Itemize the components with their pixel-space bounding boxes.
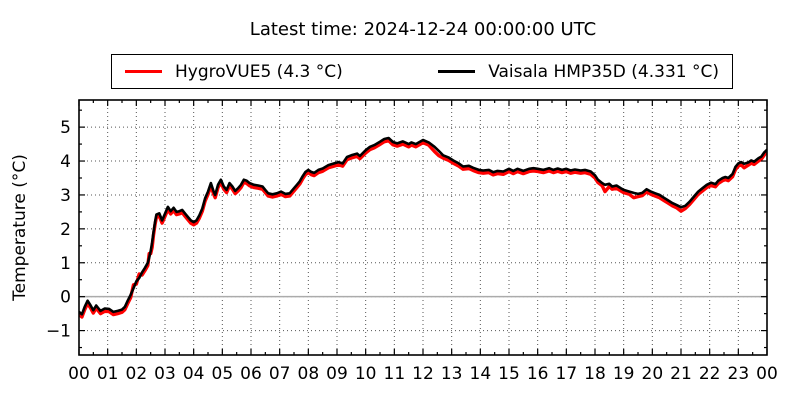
y-tick-label: 5 [60,118,71,138]
x-tick-label: 23 [728,364,750,384]
chart-title: Latest time: 2024-12-24 00:00:00 UTC [249,19,597,40]
x-tick-label: 00 [756,364,778,384]
legend-line-swatch-black [438,70,476,73]
x-tick-label: 19 [613,364,635,384]
x-tick-label: 14 [470,364,492,384]
x-tick-label: 08 [298,364,320,384]
x-tick-label: 12 [412,364,434,384]
x-tick-label: 04 [183,364,205,384]
series-line-hmp35d [79,136,767,316]
legend-label-hygrovue5: HygroVUE5 (4.3 °C) [175,61,343,82]
x-tick-label: 05 [212,364,234,384]
y-tick-label: 2 [60,220,71,240]
y-tick-label: −1 [46,322,71,342]
x-tick-label: 09 [326,364,348,384]
legend-entry-hmp35d: Vaisala HMP35D (4.331 °C) [438,62,719,82]
y-tick-label: 0 [60,288,71,308]
legend-entry-hygrovue5: HygroVUE5 (4.3 °C) [125,62,343,82]
y-tick-label: 1 [60,254,71,274]
x-tick-label: 22 [699,364,721,384]
legend-label-hmp35d: Vaisala HMP35D (4.331 °C) [488,61,719,82]
x-tick-label: 01 [97,364,119,384]
y-tick-label: 3 [60,186,71,206]
x-tick-label: 00 [68,364,90,384]
legend-line-swatch-red [125,70,162,73]
x-tick-label: 13 [441,364,463,384]
x-tick-label: 02 [126,364,148,384]
x-tick-label: 10 [355,364,377,384]
x-tick-label: 16 [527,364,549,384]
x-tick-label: 06 [240,364,262,384]
y-tick-label: 4 [60,152,71,172]
x-tick-label: 18 [584,364,606,384]
x-tick-label: 15 [498,364,520,384]
legend: HygroVUE5 (4.3 °C) Vaisala HMP35D (4.331… [111,54,733,89]
x-tick-label: 03 [154,364,176,384]
x-tick-label: 21 [670,364,692,384]
y-axis-label: Temperature (°C) [10,154,30,302]
x-tick-label: 20 [642,364,664,384]
x-tick-label: 07 [269,364,291,384]
x-tick-label: 11 [384,364,406,384]
x-tick-label: 17 [556,364,578,384]
